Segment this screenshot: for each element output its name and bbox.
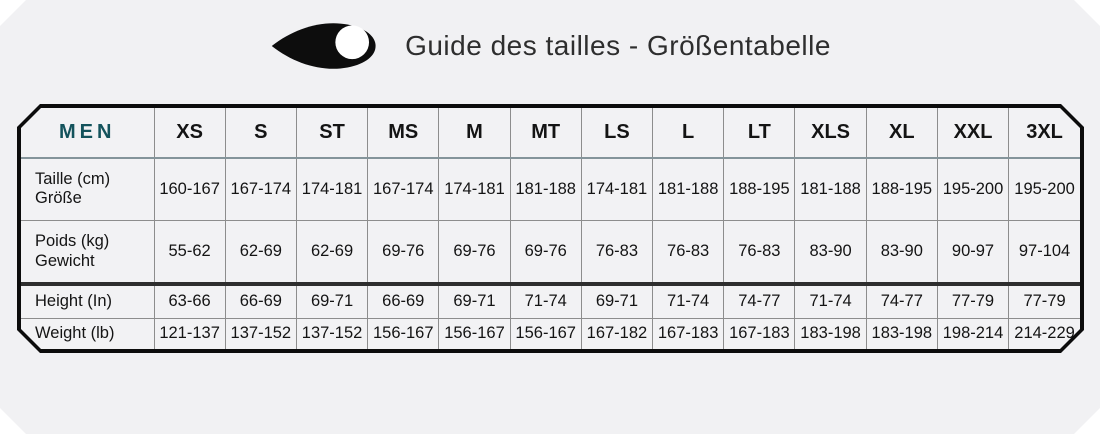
size-chart: MEN XS S ST MS M MT LS L LT XLS XL XXL 3XL Taille (c… xyxy=(17,104,1084,353)
size-value-cell: 181-188 xyxy=(795,158,866,220)
size-table: MEN XS S ST MS M MT LS L LT XLS XL XXL 3XL Taille (c… xyxy=(21,108,1080,349)
size-header-row: MEN XS S ST MS M MT LS L LT XLS XL XXL 3XL xyxy=(21,108,1080,158)
size-value-cell: 167-182 xyxy=(581,318,652,349)
size-column-l: L xyxy=(653,108,724,158)
page-title: Guide des tailles - Größentabelle xyxy=(405,30,831,61)
size-column-xls: XLS xyxy=(795,108,866,158)
size-value-cell: 71-74 xyxy=(510,284,581,318)
row-label: Weight (lb) xyxy=(21,318,154,349)
size-value-cell: 74-77 xyxy=(866,284,937,318)
size-value-cell: 63-66 xyxy=(154,284,225,318)
size-value-cell: 76-83 xyxy=(653,220,724,284)
size-value-cell: 69-76 xyxy=(368,220,439,284)
size-value-cell: 69-71 xyxy=(439,284,510,318)
size-value-cell: 137-152 xyxy=(296,318,367,349)
size-value-cell: 83-90 xyxy=(866,220,937,284)
size-value-cell: 69-76 xyxy=(510,220,581,284)
size-column-m: M xyxy=(439,108,510,158)
size-value-cell: 174-181 xyxy=(296,158,367,220)
row-label: Height (In) xyxy=(21,284,154,318)
size-value-cell: 160-167 xyxy=(154,158,225,220)
size-value-cell: 121-137 xyxy=(154,318,225,349)
size-value-cell: 156-167 xyxy=(510,318,581,349)
size-value-cell: 90-97 xyxy=(937,220,1008,284)
size-value-cell: 77-79 xyxy=(1009,284,1080,318)
size-value-cell: 74-77 xyxy=(724,284,795,318)
size-value-cell: 66-69 xyxy=(225,284,296,318)
size-column-mt: MT xyxy=(510,108,581,158)
size-value-cell: 183-198 xyxy=(866,318,937,349)
size-column-ls: LS xyxy=(581,108,652,158)
row-label-line: Poids (kg) xyxy=(35,231,110,250)
size-column-ms: MS xyxy=(368,108,439,158)
size-value-cell: 188-195 xyxy=(866,158,937,220)
row-label-line: Taille (cm) xyxy=(35,169,111,188)
size-column-xs: XS xyxy=(154,108,225,158)
table-row: Taille (cm) Größe 160-167 167-174 174-181 167… xyxy=(21,158,1080,220)
size-value-cell: 198-214 xyxy=(937,318,1008,349)
table-row: Weight (lb) 121-137 137-152 137-152 156-167 1… xyxy=(21,318,1080,349)
row-label-line: Gewicht xyxy=(35,251,95,270)
size-value-cell: 167-174 xyxy=(368,158,439,220)
size-value-cell: 174-181 xyxy=(439,158,510,220)
size-value-cell: 83-90 xyxy=(795,220,866,284)
row-label-line: Weight (lb) xyxy=(35,323,115,342)
size-value-cell: 137-152 xyxy=(225,318,296,349)
size-value-cell: 62-69 xyxy=(296,220,367,284)
size-value-cell: 167-183 xyxy=(724,318,795,349)
teardrop-brand-logo-icon xyxy=(269,17,383,75)
size-value-cell: 97-104 xyxy=(1009,220,1080,284)
size-value-cell: 69-71 xyxy=(581,284,652,318)
size-value-cell: 167-183 xyxy=(653,318,724,349)
size-value-cell: 69-76 xyxy=(439,220,510,284)
size-value-cell: 181-188 xyxy=(653,158,724,220)
size-value-cell: 66-69 xyxy=(368,284,439,318)
row-label-line: Height (In) xyxy=(35,292,113,311)
size-value-cell: 62-69 xyxy=(225,220,296,284)
size-column-lt: LT xyxy=(724,108,795,158)
size-value-cell: 71-74 xyxy=(795,284,866,318)
size-value-cell: 214-229 xyxy=(1014,324,1075,343)
size-value-cell: 77-79 xyxy=(937,284,1008,318)
size-value-cell: 195-200 xyxy=(1009,158,1080,220)
size-value-cell: 69-71 xyxy=(296,284,367,318)
size-value-cell: 181-188 xyxy=(510,158,581,220)
size-value-cell: 76-83 xyxy=(581,220,652,284)
size-value-cell: 71-74 xyxy=(653,284,724,318)
size-value-cell: 55-62 xyxy=(154,220,225,284)
size-column-xxl: XXL xyxy=(937,108,1008,158)
size-value-cell: 76-83 xyxy=(724,220,795,284)
size-value-cell: 183-198 xyxy=(795,318,866,349)
page-header: Guide des tailles - Größentabelle xyxy=(0,0,1100,92)
size-column-3xl: 3XL xyxy=(1009,108,1080,158)
size-value-cell: 156-167 xyxy=(368,318,439,349)
row-label: Poids (kg) Gewicht xyxy=(21,220,154,284)
size-value-cell: 167-174 xyxy=(225,158,296,220)
table-row: Poids (kg) Gewicht 55-62 62-69 62-69 69-76 69-… xyxy=(21,220,1080,284)
size-value-cell: 174-181 xyxy=(581,158,652,220)
size-value-cell: 156-167 xyxy=(439,318,510,349)
size-column-st: ST xyxy=(296,108,367,158)
row-label: Taille (cm) Größe xyxy=(21,158,154,220)
row-label-line: Größe xyxy=(35,189,82,208)
table-row: Height (In) 63-66 66-69 69-71 66-69 69-71 71-7… xyxy=(21,284,1080,318)
corner-label-men: MEN xyxy=(21,108,154,158)
size-column-xl: XL xyxy=(866,108,937,158)
size-value-cell: 188-195 xyxy=(724,158,795,220)
size-value-cell: 195-200 xyxy=(937,158,1008,220)
size-column-s: S xyxy=(225,108,296,158)
